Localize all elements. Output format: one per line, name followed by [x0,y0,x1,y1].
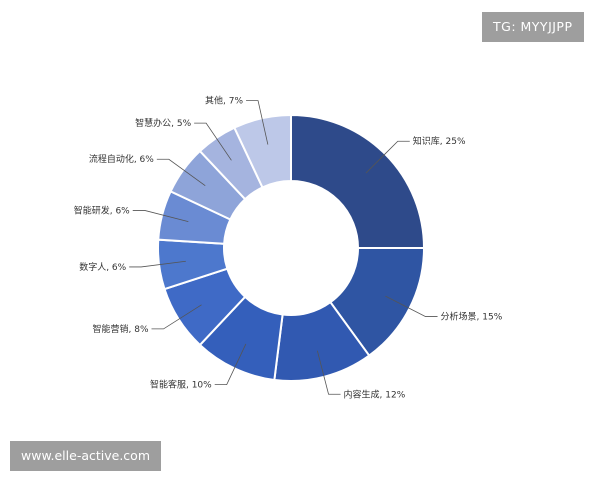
slice-label-3: 智能客服, 10% [150,379,212,391]
slice-label-8: 智慧办公, 5% [135,117,191,129]
slice-label-1: 分析场景, 15% [441,311,503,323]
leader-line-9 [246,100,269,145]
watermark-tg-badge: TG: MYYJJPP [482,12,584,42]
watermark-website-badge: www.elle-active.com [10,441,161,471]
slice-label-4: 智能营销, 8% [93,323,149,335]
leader-line-5 [129,260,186,268]
slice-label-5: 数字人, 6% [79,261,126,273]
slice-label-7: 流程自动化, 6% [89,153,154,165]
slice-label-6: 智能研发, 6% [74,204,130,216]
slice-label-0: 知识库, 25% [413,135,466,147]
donut-slice-0 [290,113,426,249]
leader-line-4 [151,304,202,330]
leader-lines [129,100,438,395]
leader-line-0 [365,140,410,174]
slice-labels: 知识库, 25% 分析场景, 15% 内容生成, 12% 智能客服, 10% 智能营销,… [74,95,503,401]
slice-label-2: 内容生成, 12% [344,388,406,400]
leader-line-8 [194,122,232,161]
leader-line-1 [385,295,438,317]
donut-slices [157,113,426,382]
leader-line-3 [214,343,247,386]
leader-line-6 [132,210,189,223]
leader-line-7 [156,158,206,187]
donut-slice-9 [233,113,292,189]
slice-label-9: 其他, 7% [205,95,243,107]
leader-line-2 [316,350,341,395]
